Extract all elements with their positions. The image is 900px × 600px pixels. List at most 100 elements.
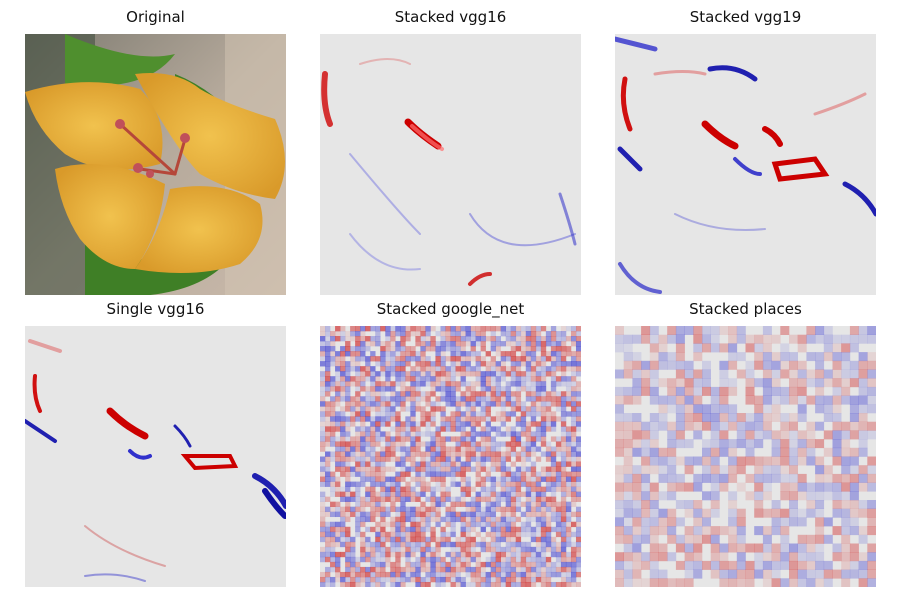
saliency-cell	[355, 521, 361, 528]
saliency-cell	[385, 441, 391, 447]
saliency-cell	[420, 536, 426, 543]
saliency-cell	[575, 496, 581, 502]
saliency-cell	[806, 439, 816, 449]
saliency-cell	[719, 343, 729, 353]
saliency-cell	[465, 461, 471, 467]
saliency-cell	[823, 352, 833, 362]
saliency-cell	[841, 421, 851, 431]
saliency-cell	[550, 536, 557, 543]
saliency-cell	[480, 571, 486, 578]
saliency-cell	[540, 551, 547, 558]
saliency-cell	[485, 476, 491, 482]
saliency-cell	[495, 341, 501, 347]
saliency-cell	[405, 346, 411, 352]
saliency-cell	[615, 491, 624, 501]
saliency-cell	[325, 381, 331, 387]
saliency-cell	[405, 526, 411, 533]
saliency-cell	[460, 451, 466, 457]
saliency-cell	[470, 346, 476, 352]
saliency-cell	[550, 341, 557, 347]
saliency-cell	[736, 526, 746, 536]
saliency-cell	[510, 396, 517, 402]
saliency-cell	[858, 508, 868, 518]
saliency-cell	[365, 496, 371, 502]
saliency-cell	[430, 401, 436, 407]
saliency-cell	[565, 516, 572, 523]
saliency-cell	[325, 366, 331, 372]
saliency-cell	[841, 569, 851, 579]
saliency-cell	[520, 371, 527, 377]
saliency-cell	[565, 521, 572, 528]
saliency-cell	[455, 546, 461, 553]
saliency-cell	[490, 486, 496, 492]
saliency-cell	[325, 511, 331, 518]
saliency-cell	[560, 366, 567, 372]
saliency-cell	[490, 561, 496, 568]
saliency-cell	[445, 416, 451, 422]
saliency-cell	[480, 426, 486, 432]
saliency-cell	[832, 378, 842, 388]
saliency-cell	[390, 501, 396, 507]
saliency-cell	[495, 386, 501, 392]
saliency-cell	[420, 471, 426, 477]
saliency-cell	[450, 506, 456, 513]
saliency-cell	[345, 471, 351, 477]
saliency-cell	[667, 430, 677, 440]
saliency-cell	[570, 471, 577, 477]
saliency-cell	[490, 531, 496, 538]
saliency-cell	[420, 411, 426, 417]
saliency-cell	[365, 366, 371, 372]
saliency-cell	[540, 561, 547, 568]
saliency-cell	[440, 481, 446, 487]
saliency-cell	[380, 356, 386, 362]
saliency-cell	[440, 456, 446, 462]
saliency-cell	[355, 556, 361, 563]
saliency-cell	[465, 326, 471, 332]
saliency-cell	[325, 496, 331, 502]
saliency-cell	[425, 561, 431, 568]
saliency-cell	[420, 551, 426, 558]
saliency-cell	[525, 341, 532, 347]
saliency-cell	[675, 421, 685, 431]
saliency-cell	[570, 356, 577, 362]
saliency-cell	[550, 346, 557, 352]
saliency-cell	[455, 346, 461, 352]
saliency-cell	[867, 517, 876, 527]
saliency-cell	[485, 326, 491, 332]
saliency-cell	[575, 476, 581, 482]
saliency-cell	[560, 536, 567, 543]
saliency-cell	[460, 466, 466, 472]
saliency-cell	[415, 576, 421, 583]
saliency-cell	[658, 395, 668, 405]
saliency-cell	[500, 471, 507, 477]
saliency-cell	[525, 496, 532, 502]
saliency-cell	[335, 451, 341, 457]
saliency-cell	[525, 376, 532, 382]
saliency-cell	[570, 476, 577, 482]
saliency-cell	[555, 481, 562, 487]
saliency-cell	[405, 481, 411, 487]
saliency-cell	[505, 561, 512, 568]
saliency-cell	[460, 476, 466, 482]
saliency-cell	[425, 566, 431, 573]
saliency-cell	[325, 581, 331, 587]
saliency-cell	[632, 560, 642, 570]
saliency-cell	[395, 496, 401, 502]
saliency-cell	[385, 486, 391, 492]
saliency-cell	[555, 406, 562, 412]
saliency-cell	[335, 551, 341, 558]
saliency-cell	[535, 456, 542, 462]
saliency-cell	[535, 511, 542, 518]
saliency-cell	[615, 552, 624, 562]
saliency-cell	[400, 541, 406, 548]
saliency-cell	[410, 376, 416, 382]
saliency-cell	[515, 506, 522, 513]
saliency-cell	[789, 482, 798, 492]
saliency-cell	[405, 386, 411, 392]
saliency-cell	[693, 508, 703, 518]
saliency-cell	[632, 378, 642, 388]
saliency-cell	[330, 331, 336, 337]
saliency-cell	[505, 326, 512, 332]
saliency-cell	[632, 413, 642, 422]
saliency-cell	[615, 534, 624, 544]
